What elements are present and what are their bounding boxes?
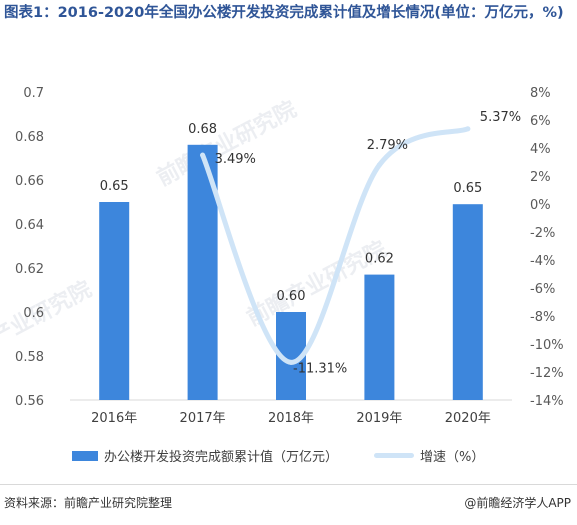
growth-value-label: -11.31%: [293, 361, 347, 376]
right-tick-label: -10%: [530, 338, 564, 353]
bar-series: [99, 144, 483, 400]
bar-value-label: 0.68: [188, 122, 217, 137]
source-note: 资料来源：前瞻产业研究院整理: [4, 496, 173, 510]
left-tick-label: 0.56: [15, 394, 44, 409]
x-tick-label: 2019年: [356, 411, 402, 426]
x-tick-label: 2018年: [268, 411, 314, 426]
x-axis-labels: 2016年 2017年 2018年 2019年 2020年: [91, 411, 491, 426]
x-tick-label: 2017年: [180, 411, 226, 426]
legend-item-investment: 办公楼开发投资完成额累计值（万亿元）: [72, 446, 338, 465]
bar-value-label: 0.60: [277, 289, 306, 304]
growth-point: [288, 359, 294, 365]
legend-label-investment: 办公楼开发投资完成额累计值（万亿元）: [104, 450, 339, 465]
left-tick-label: 0.58: [15, 350, 44, 365]
left-tick-label: 0.62: [15, 262, 44, 277]
left-tick-label: 0.6: [23, 306, 44, 321]
left-tick-label: 0.66: [15, 174, 44, 189]
right-tick-label: 2%: [530, 170, 551, 185]
right-tick-label: -2%: [530, 226, 555, 241]
growth-value-label: 2.79%: [367, 138, 408, 153]
growth-line-series: [200, 126, 471, 365]
left-tick-label: 0.64: [15, 218, 44, 233]
right-tick-label: -12%: [530, 366, 564, 381]
legend-item-growth: 增速（%）: [374, 446, 484, 465]
growth-line: [200, 126, 471, 365]
right-axis: -14% -12% -10% -8% -6% -4% -2% 0% 2% 4% 6% 8%: [530, 86, 564, 409]
growth-point: [465, 126, 471, 132]
growth-value-label: 5.37%: [480, 110, 521, 125]
right-tick-label: -6%: [530, 282, 555, 297]
right-tick-label: 0%: [530, 198, 551, 213]
bar-value-label: 0.65: [453, 181, 482, 196]
right-tick-label: 8%: [530, 86, 551, 101]
x-tick-label: 2016年: [91, 411, 137, 426]
legend-bar-swatch: [72, 450, 98, 461]
chart-title: 图表1：2016-2020年全国办公楼开发投资完成累计值及增长情况(单位：万亿元…: [4, 5, 564, 21]
line-data-labels: 3.49% -11.31% 2.79% 5.37%: [215, 110, 522, 377]
bar-2019年: [364, 274, 395, 400]
legend-line-swatch: [374, 453, 414, 458]
legend-label-growth: 增速（%）: [420, 450, 485, 465]
legend: 办公楼开发投资完成额累计值（万亿元） 增速（%）: [0, 444, 577, 468]
bar-value-label: 0.65: [100, 179, 129, 194]
right-tick-label: -8%: [530, 310, 555, 325]
bar-value-label: 0.62: [365, 252, 394, 267]
bar-2020年: [452, 204, 483, 400]
x-tick-label: 2020年: [445, 411, 491, 426]
watermark-text: 前瞻产业研究院: [153, 96, 301, 191]
growth-point: [376, 162, 382, 168]
footer-divider: [0, 484, 577, 485]
right-tick-label: 4%: [530, 142, 551, 157]
brand-credit: @前瞻经济学人APP: [464, 496, 571, 510]
growth-point: [200, 152, 206, 158]
left-tick-label: 0.7: [23, 86, 44, 101]
right-tick-label: -14%: [530, 394, 564, 409]
bar-data-labels: 0.65 0.68 0.60 0.62 0.65: [100, 122, 483, 304]
right-tick-label: -4%: [530, 254, 555, 269]
left-axis: 0.56 0.58 0.6 0.62 0.64 0.66 0.68 0.7: [15, 86, 44, 409]
growth-value-label: 3.49%: [215, 152, 256, 167]
bar-2016年: [99, 202, 130, 400]
left-tick-label: 0.68: [15, 130, 44, 145]
right-tick-label: 6%: [530, 114, 551, 129]
